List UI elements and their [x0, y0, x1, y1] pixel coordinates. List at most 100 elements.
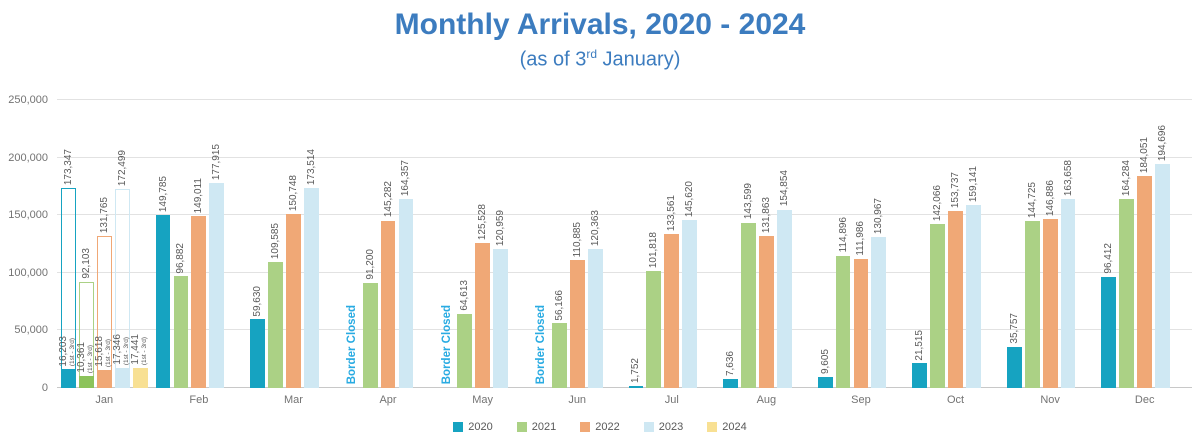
value-label-2023-dec: 194,696	[1157, 124, 1169, 161]
legend-item-2020: 2020	[453, 421, 493, 433]
legend-swatch-2020	[453, 422, 464, 432]
legend-item-2024: 2024	[707, 421, 747, 433]
legend-item-2022: 2022	[580, 421, 620, 433]
value-label-2020-jul: 1,752	[630, 357, 642, 383]
bar-2022-aug	[758, 236, 774, 388]
legend-swatch-2024	[707, 422, 718, 432]
value-label-2022-may: 125,528	[477, 204, 489, 241]
bar-2022-jul	[664, 234, 680, 388]
gridline-0	[57, 387, 1192, 388]
value-label-2020-sep: 9,605	[819, 348, 831, 374]
y-tick-label: 250,000	[8, 94, 48, 106]
bar-2021-aug	[741, 222, 756, 388]
x-axis-label-may: May	[472, 394, 493, 406]
y-tick-label: 100,000	[8, 266, 48, 279]
value-label-2021-mar: 109,585	[270, 222, 282, 259]
plot-area: 173,347 16,203 (1st - 3rd) 92,103 10,361 (1st…	[57, 99, 1192, 388]
bar-2022-oct	[948, 210, 963, 388]
bar-2023-jul	[682, 220, 698, 388]
bar-2022-may	[475, 243, 491, 388]
bar-2023-oct	[966, 204, 981, 388]
x-axis-label-jun: Jun	[568, 394, 587, 406]
x-axis-label-apr: Apr	[379, 394, 397, 406]
value-label-2022-jul: 133,561	[666, 194, 678, 232]
outline-value-label-2022: 131,765	[98, 197, 110, 234]
border-closed-note-2020-jun: Border Closed	[535, 304, 548, 384]
value-label-2023-feb: 177,915	[211, 143, 223, 181]
value-label-2023-nov: 163,658	[1062, 160, 1074, 197]
gridline-100,000	[57, 271, 1192, 273]
bar-2021-mar	[268, 261, 283, 388]
bar-2021-apr	[362, 282, 378, 388]
value-label-2020-oct: 21,515	[914, 329, 926, 361]
bar-2020-sep	[817, 376, 833, 388]
subtitle-post: January)	[597, 48, 681, 71]
bar-2023-apr	[398, 198, 414, 388]
gridline-200,000	[57, 156, 1192, 158]
bar-2022-dec	[1137, 175, 1153, 388]
y-tick-label: 200,000	[8, 151, 48, 164]
legend-swatch-2022	[580, 422, 591, 432]
bar-2021-dec	[1119, 198, 1135, 388]
bar-2020-dec	[1101, 276, 1117, 388]
bar-2020-jan	[61, 369, 76, 388]
subtitle-superscript: rd	[586, 47, 597, 61]
x-axis-label-jan: Jan	[95, 394, 114, 406]
bar-2023-mar	[303, 188, 319, 388]
y-tick-label: 50,000	[14, 324, 48, 337]
x-axis-label-mar: Mar	[283, 394, 303, 406]
bar-2020-nov	[1006, 346, 1022, 388]
value-label-2023-sep: 130,967	[873, 197, 885, 235]
bar-2021-nov	[1024, 221, 1040, 388]
value-label-2021-may: 64,613	[459, 279, 471, 311]
value-label-2022-mar: 150,748	[287, 175, 299, 212]
value-label-2021-aug: 143,599	[742, 183, 754, 220]
legend-item-2021: 2021	[516, 421, 556, 433]
bar-2020-oct	[912, 363, 928, 388]
bar-2022-sep	[853, 259, 869, 388]
border-closed-note-2020-may: Border Closed	[440, 304, 453, 384]
legend-label-2022: 2022	[595, 421, 620, 433]
legend-label-2020: 2020	[468, 421, 493, 433]
bar-2023-feb	[209, 183, 225, 388]
x-axis-label-nov: Nov	[1040, 394, 1060, 406]
legend-swatch-2021	[516, 422, 527, 432]
x-axis-label-jul: Jul	[664, 394, 679, 406]
bar-2023-jun	[587, 249, 603, 388]
legend-label-2024: 2024	[722, 421, 747, 433]
bar-2023-dec	[1155, 163, 1171, 388]
x-axis-label-aug: Aug	[756, 394, 777, 406]
x-axis-label-sep: Sep	[851, 394, 871, 406]
value-label-2021-jul: 101,818	[648, 231, 660, 268]
value-label-2023-oct: 159,141	[967, 165, 979, 202]
outline-value-label-2023: 172,499	[116, 150, 128, 187]
bar-2023-aug	[776, 209, 792, 388]
bar-2021-jan	[78, 376, 94, 388]
value-label-2021-jun: 56,166	[553, 289, 565, 321]
value-label-2022-jun: 110,885	[571, 221, 583, 258]
value-label-2022-dec: 184,051	[1139, 136, 1151, 173]
bar-2021-may	[457, 313, 473, 388]
value-label-2021-sep: 114,896	[837, 217, 849, 253]
value-label-2023-jun: 120,363	[589, 210, 601, 247]
y-tick-label: 150,000	[8, 209, 48, 222]
value-label-2023-jul: 145,620	[684, 181, 696, 218]
bar-2023-jan	[114, 368, 130, 388]
value-label-2022-nov: 146,886	[1044, 179, 1056, 216]
bar-2022-jun	[569, 260, 585, 388]
chart-subtitle: (as of 3rd January)	[0, 47, 1200, 72]
bar-2020-feb	[155, 215, 171, 388]
bar-2021-oct	[930, 224, 946, 388]
bar-2020-jul	[628, 385, 644, 388]
legend-swatch-2023	[643, 422, 654, 432]
chart-title: Monthly Arrivals, 2020 - 2024	[394, 8, 806, 41]
gridline-50,000	[57, 329, 1192, 331]
value-sublabel-2024-jan: (1st - 3rd)	[141, 336, 149, 365]
bar-2021-sep	[835, 255, 851, 388]
value-label-2023-mar: 173,514	[305, 148, 317, 186]
legend-item-2023: 2023	[643, 421, 683, 433]
gridline-250,000	[57, 99, 1192, 100]
gridline-150,000	[57, 214, 1192, 216]
bar-2023-nov	[1060, 199, 1076, 388]
